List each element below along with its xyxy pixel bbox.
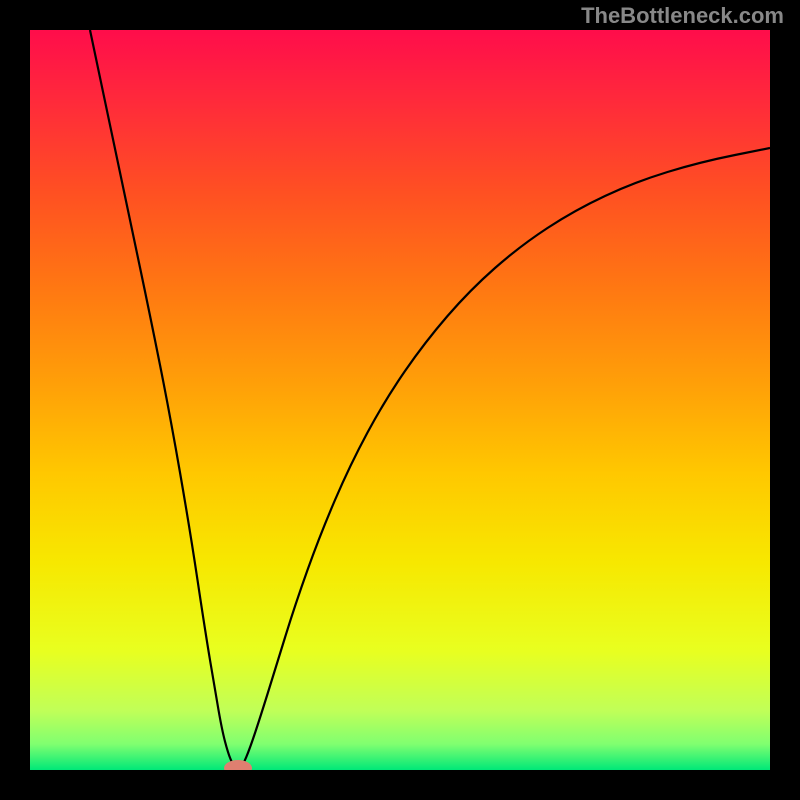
minimum-marker (224, 760, 252, 770)
plot-area (30, 30, 770, 770)
figure-container: TheBottleneck.com (0, 0, 800, 800)
watermark-text: TheBottleneck.com (581, 3, 784, 29)
bottleneck-curve (30, 30, 770, 770)
